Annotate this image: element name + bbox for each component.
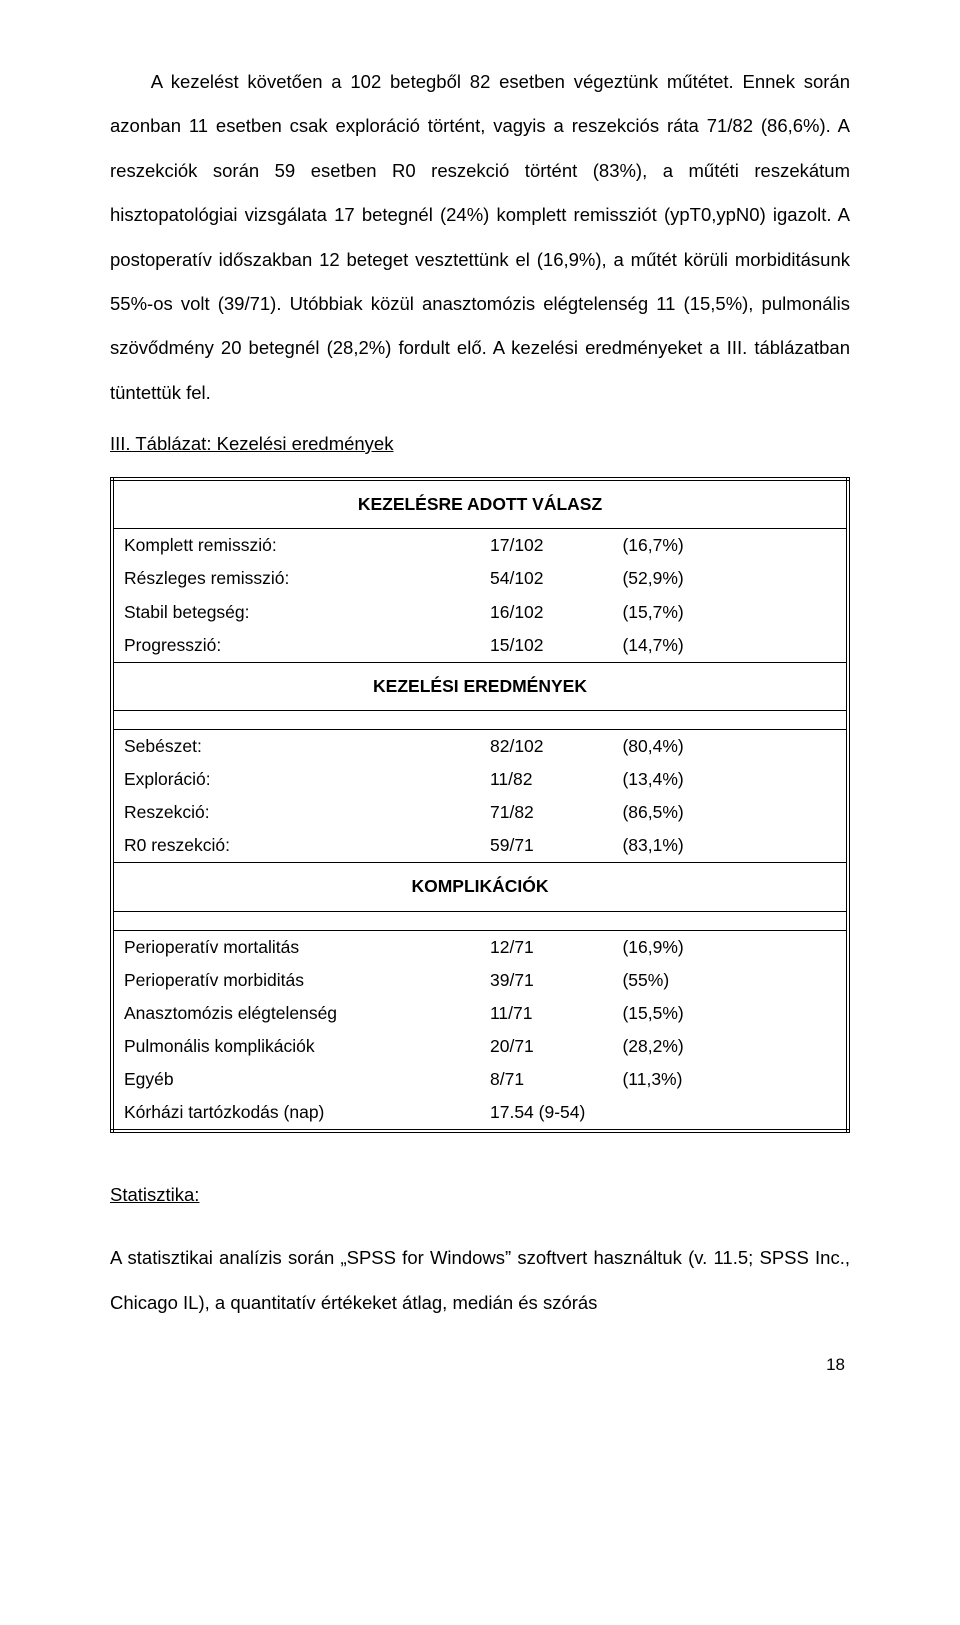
- row-label: Progresszió:: [112, 629, 480, 663]
- row-ratio: 11/71: [480, 997, 612, 1030]
- row-ratio: 16/102: [480, 596, 612, 629]
- row-ratio: 71/82: [480, 796, 612, 829]
- row-ratio: 59/71: [480, 829, 612, 863]
- row-label: Részleges remisszió:: [112, 562, 480, 595]
- page-number: 18: [110, 1355, 850, 1375]
- row-pct: (52,9%): [612, 562, 848, 595]
- row-ratio: 20/71: [480, 1030, 612, 1063]
- row-label: R0 reszekció:: [112, 829, 480, 863]
- section-header: KEZELÉSI EREDMÉNYEK: [112, 662, 848, 710]
- spacer-row: [112, 911, 848, 930]
- row-label: Perioperatív mortalitás: [112, 930, 480, 964]
- row-pct: (15,7%): [612, 596, 848, 629]
- row-ratio: 11/82: [480, 763, 612, 796]
- row-ratio: 8/71: [480, 1063, 612, 1096]
- paragraph-1: A kezelést követően a 102 betegből 82 es…: [110, 60, 850, 415]
- row-ratio: 12/71: [480, 930, 612, 964]
- row-label: Egyéb: [112, 1063, 480, 1096]
- row-ratio: 15/102: [480, 629, 612, 663]
- section-header: KEZELÉSRE ADOTT VÁLASZ: [112, 479, 848, 529]
- row-pct: (86,5%): [612, 796, 848, 829]
- row-pct: (14,7%): [612, 629, 848, 663]
- row-pct: (16,7%): [612, 529, 848, 563]
- row-pct: (83,1%): [612, 829, 848, 863]
- row-pct: [612, 1096, 848, 1131]
- table-title: III. Táblázat: Kezelési eredmények: [110, 433, 850, 455]
- statistics-heading: Statisztika:: [110, 1184, 199, 1205]
- row-ratio: 17/102: [480, 529, 612, 563]
- row-label: Stabil betegség:: [112, 596, 480, 629]
- row-pct: (15,5%): [612, 997, 848, 1030]
- row-label: Anasztomózis elégtelenség: [112, 997, 480, 1030]
- row-pct: (11,3%): [612, 1063, 848, 1096]
- statistics-block: Statisztika: A statisztikai analízis sor…: [110, 1173, 850, 1325]
- row-label: Pulmonális komplikációk: [112, 1030, 480, 1063]
- row-pct: (13,4%): [612, 763, 848, 796]
- row-pct: (28,2%): [612, 1030, 848, 1063]
- row-pct: (55%): [612, 964, 848, 997]
- row-ratio: 17.54 (9-54): [480, 1096, 612, 1131]
- row-label: Perioperatív morbiditás: [112, 964, 480, 997]
- row-ratio: 39/71: [480, 964, 612, 997]
- row-label: Sebészet:: [112, 729, 480, 763]
- row-ratio: 54/102: [480, 562, 612, 595]
- spacer-row: [112, 710, 848, 729]
- row-pct: (80,4%): [612, 729, 848, 763]
- row-label: Kórházi tartózkodás (nap): [112, 1096, 480, 1131]
- page-container: A kezelést követően a 102 betegből 82 es…: [0, 0, 960, 1415]
- row-label: Komplett remisszió:: [112, 529, 480, 563]
- row-label: Reszekció:: [112, 796, 480, 829]
- row-label: Exploráció:: [112, 763, 480, 796]
- results-table: KEZELÉSRE ADOTT VÁLASZKomplett remisszió…: [110, 477, 850, 1133]
- body-text-block: A kezelést követően a 102 betegből 82 es…: [110, 60, 850, 415]
- row-ratio: 82/102: [480, 729, 612, 763]
- row-pct: (16,9%): [612, 930, 848, 964]
- section-header: KOMPLIKÁCIÓK: [112, 863, 848, 911]
- statistics-body: A statisztikai analízis során „SPSS for …: [110, 1236, 850, 1325]
